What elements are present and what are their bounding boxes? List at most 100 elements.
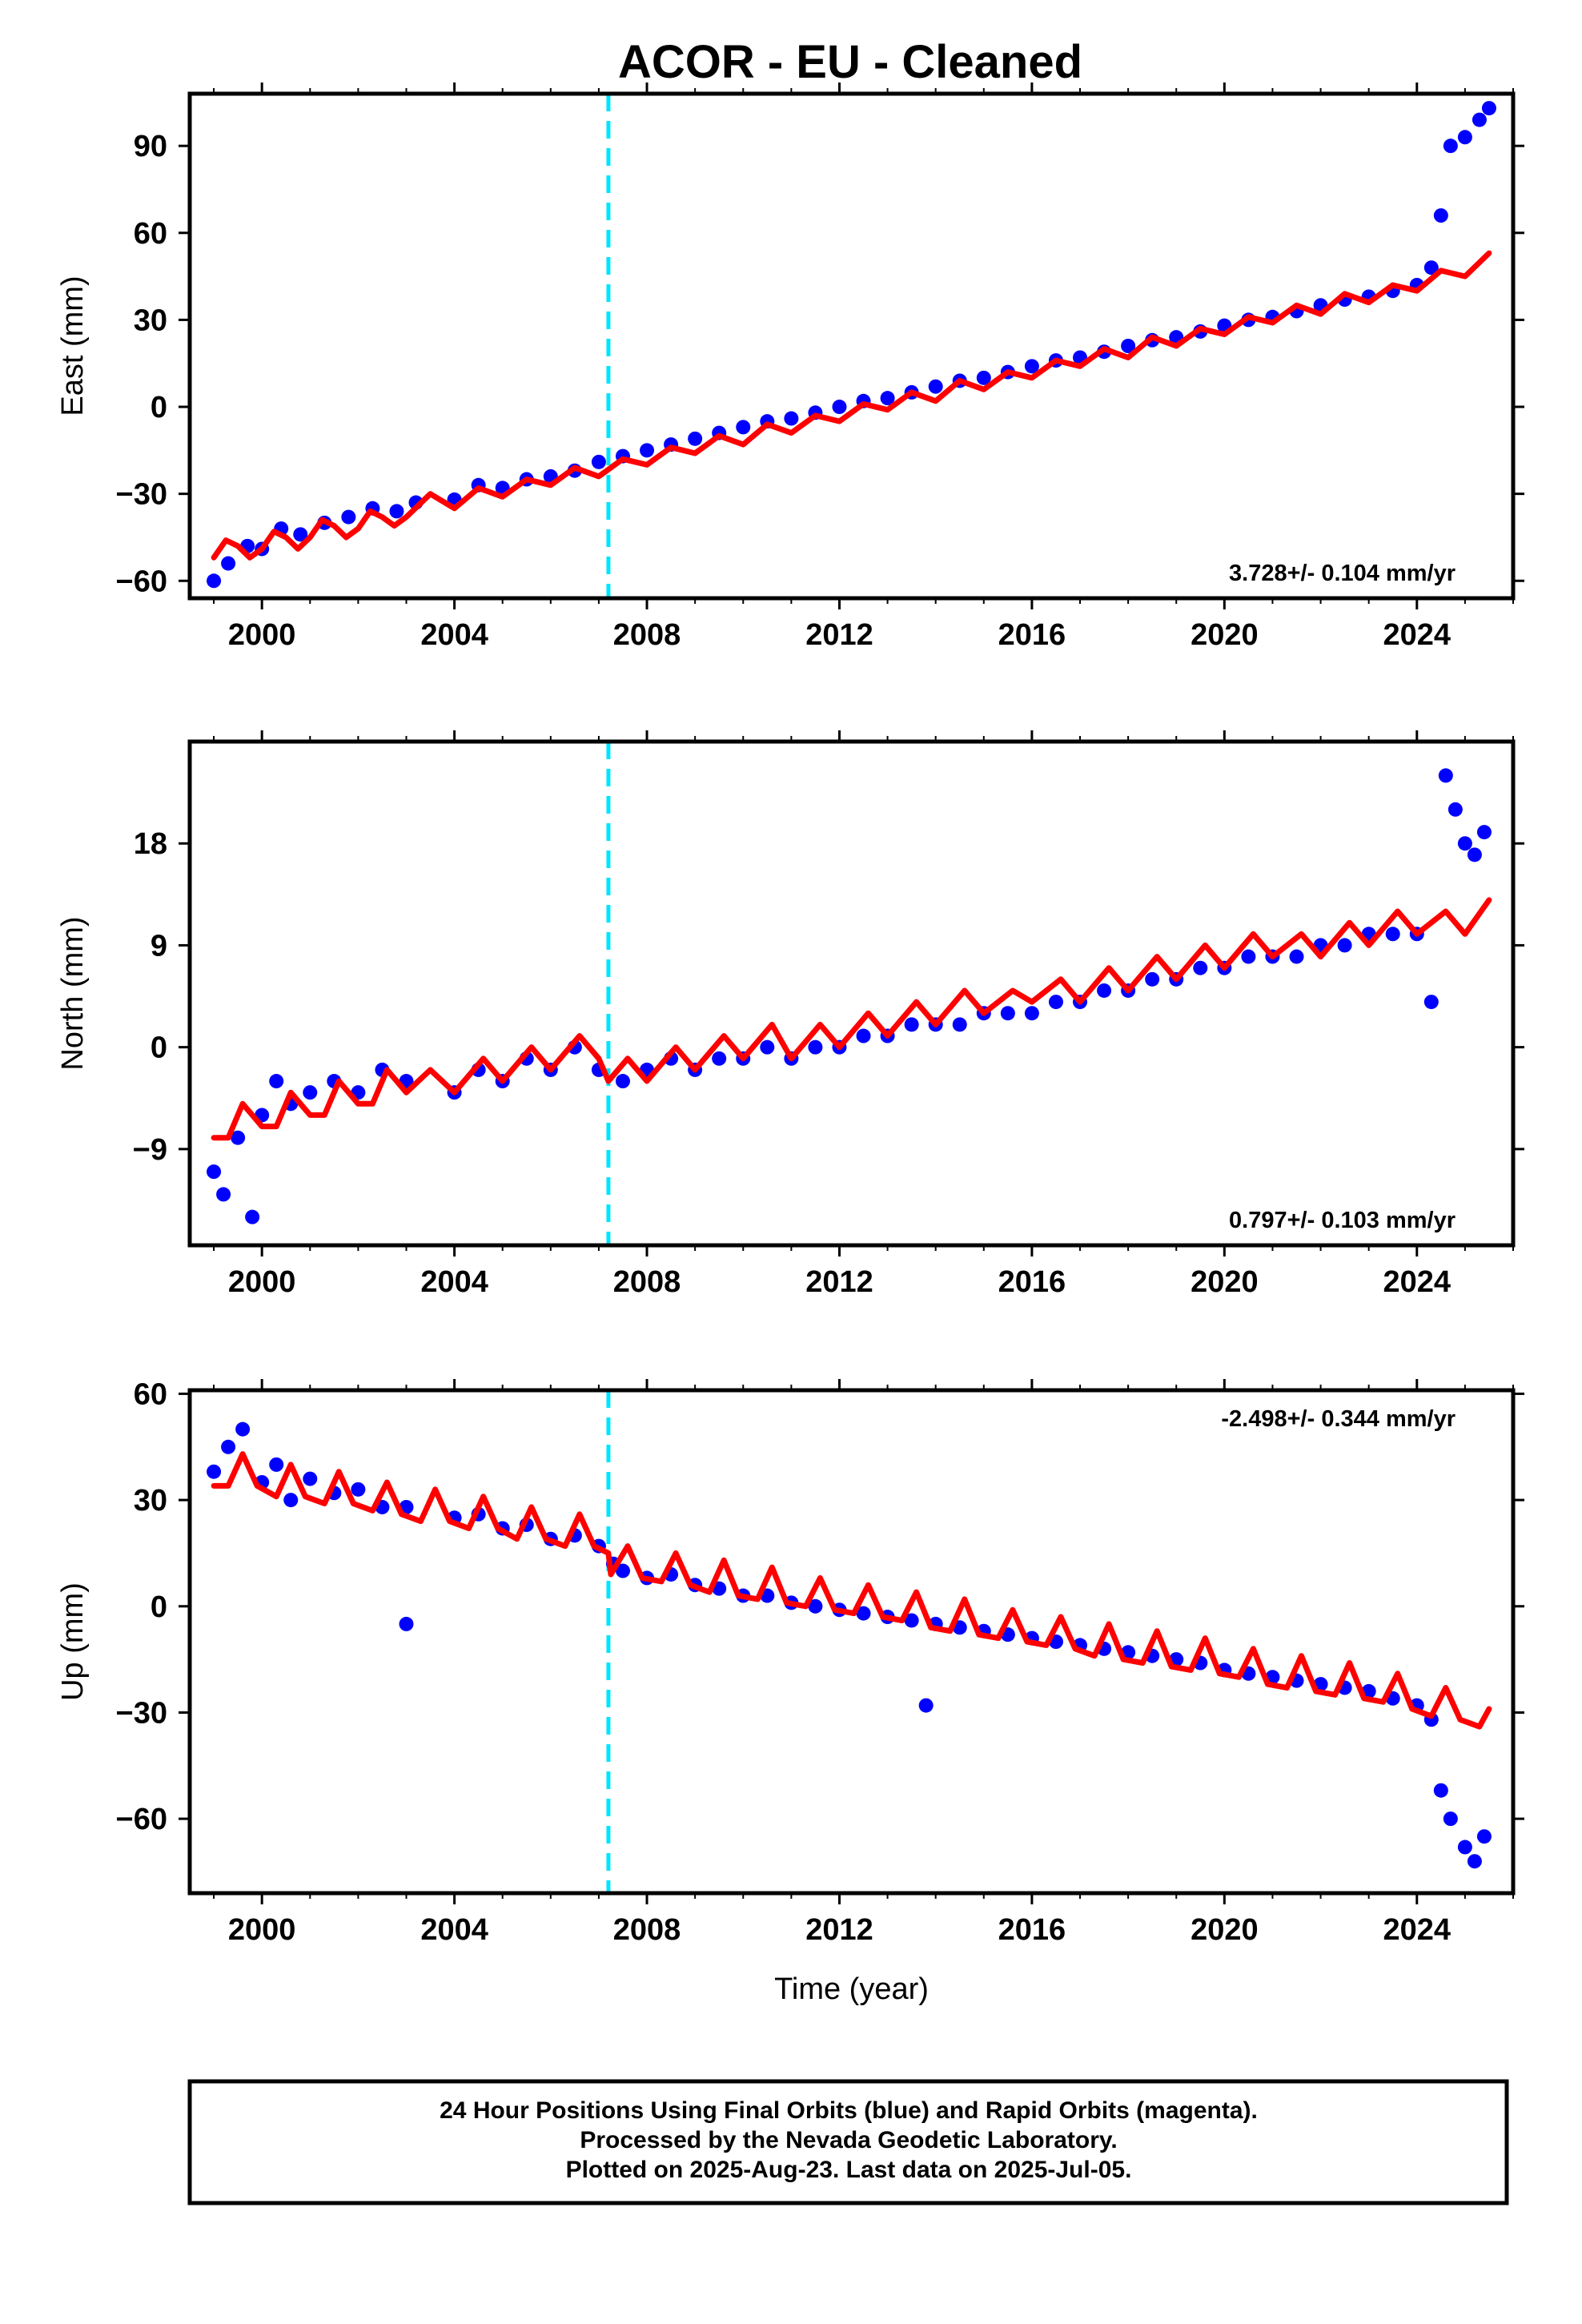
north-y-tick-label: 9 [151, 929, 167, 963]
up-x-tick-label: 2016 [998, 1913, 1066, 1947]
north-data-point-54 [1438, 768, 1453, 783]
up-panel: 2000 2004 2008 2012 2016 2020 2024 −60 −30 0 30 60 U… [56, 1377, 1524, 2006]
east-data-point-53 [1433, 208, 1448, 223]
north-data-point-57 [1467, 847, 1482, 862]
up-data-point-33 [918, 1698, 934, 1713]
chart-title: ACOR - EU - Cleaned [618, 36, 1082, 88]
up-data-point-59 [1467, 1854, 1482, 1869]
east-data-point-54 [1443, 139, 1458, 154]
up-frame [187, 1388, 1516, 1896]
footer-box: 24 Hour Positions Using Final Orbits (bl… [187, 2079, 1509, 2205]
up-data-point-0 [207, 1464, 222, 1479]
up-y-axis-label: Up (mm) [56, 1582, 90, 1701]
up-data-point-20 [615, 1563, 630, 1578]
east-y-tick-label: 60 [134, 217, 167, 251]
up-data-point-28 [808, 1598, 823, 1614]
up-y-tick-label: 60 [134, 1377, 167, 1411]
north-data-point-45 [1241, 949, 1256, 964]
north-data-point-0 [207, 1164, 222, 1180]
east-data-point-19 [640, 443, 655, 458]
up-data-point-1 [221, 1439, 236, 1454]
up-data-point-58 [1457, 1839, 1472, 1855]
up-rate-label: -2.498+/- 0.344 mm/yr [1221, 1406, 1456, 1432]
up-data-point-32 [904, 1613, 919, 1628]
north-data-point-49 [1337, 938, 1352, 953]
north-data-point-27 [808, 1039, 823, 1055]
up-y-tick-label: 30 [134, 1484, 167, 1518]
north-data-point-36 [1024, 1006, 1039, 1021]
north-x-tick-label: 2024 [1383, 1265, 1452, 1299]
east-model-line [211, 250, 1492, 561]
north-y-tick-label: 0 [151, 1031, 167, 1065]
up-y-tick-label: −30 [116, 1696, 167, 1730]
footer-frame [187, 2079, 1509, 2205]
east-data-point-25 [784, 411, 799, 426]
east-data-point-31 [928, 379, 943, 394]
north-x-tick-label: 2012 [805, 1265, 873, 1299]
north-data-point-51 [1385, 927, 1400, 942]
north-data-point-1 [216, 1187, 231, 1202]
east-data-point-39 [1121, 339, 1136, 353]
north-x-tick-label: 2016 [998, 1265, 1066, 1299]
north-data-point-43 [1193, 960, 1208, 975]
east-data-point-27 [832, 400, 847, 415]
east-data-point-7 [341, 509, 356, 525]
up-y-tick-label: −60 [116, 1803, 167, 1836]
up-data-point-57 [1443, 1811, 1458, 1827]
north-data-point-19 [615, 1074, 630, 1089]
east-x-tick-label: 2008 [613, 618, 681, 652]
east-rate-label: 3.728+/- 0.104 mm/yr [1229, 561, 1456, 586]
north-data-point-31 [904, 1017, 919, 1032]
east-y-tick-label: −60 [116, 565, 167, 598]
east-x-tick-label: 2020 [1191, 618, 1259, 652]
up-data-point-8 [351, 1482, 366, 1497]
up-data-point-60 [1476, 1829, 1492, 1844]
north-data-point-25 [760, 1039, 775, 1055]
east-data-point-1 [221, 556, 236, 571]
east-data-point-23 [736, 420, 751, 435]
north-frame [187, 739, 1516, 1248]
east-data-point-5 [293, 527, 308, 542]
east-y-tick-label: 90 [134, 130, 167, 163]
north-data-point-5 [269, 1074, 284, 1089]
up-x-axis-label: Time (year) [774, 1972, 929, 2006]
up-data-point-56 [1433, 1783, 1448, 1798]
east-data-point-29 [880, 391, 895, 406]
north-data-point-55 [1447, 802, 1463, 817]
east-data-point-57 [1481, 101, 1496, 116]
north-data-point-37 [1048, 995, 1063, 1010]
east-data-point-33 [976, 370, 991, 385]
up-model-line [211, 1451, 1492, 1730]
panels: 2000 2004 2008 2012 2016 2020 2024 −60 −30 0 30 60 9… [56, 82, 1524, 2006]
up-x-tick-label: 2008 [613, 1913, 681, 1947]
north-data-point-47 [1289, 949, 1304, 964]
east-data-point-21 [688, 431, 703, 446]
east-panel: 2000 2004 2008 2012 2016 2020 2024 −60 −30 0 30 60 9… [56, 82, 1524, 652]
east-y-axis-label: East (mm) [56, 275, 90, 416]
north-data-point-56 [1457, 836, 1472, 851]
north-plot-area [207, 768, 1492, 1224]
east-data-point-0 [207, 573, 222, 589]
up-data-point-11 [399, 1616, 414, 1631]
east-data-point-9 [389, 504, 404, 519]
up-y-tick-label: 0 [151, 1590, 167, 1624]
north-x-tick-label: 2020 [1191, 1265, 1259, 1299]
north-x-tick-label: 2008 [613, 1265, 681, 1299]
east-frame [187, 91, 1516, 601]
north-y-tick-label: 18 [134, 827, 167, 861]
east-y-tick-label: −30 [116, 478, 167, 512]
east-y-tick-label: 30 [134, 304, 167, 337]
east-data-point-52 [1423, 260, 1439, 275]
up-x-tick-label: 2020 [1191, 1913, 1259, 1947]
footer-line-2: Processed by the Nevada Geodetic Laborat… [580, 2127, 1117, 2153]
north-model-line [211, 897, 1492, 1141]
north-data-point-41 [1145, 971, 1160, 987]
up-plot-area [207, 1421, 1492, 1869]
east-x-tick-label: 2024 [1383, 618, 1452, 652]
east-data-point-56 [1472, 112, 1487, 127]
footer-line-3: Plotted on 2025-Aug-23. Last data on 202… [566, 2157, 1132, 2183]
footer-line-1: 24 Hour Positions Using Final Orbits (bl… [440, 2097, 1258, 2124]
up-x-tick-label: 2024 [1383, 1913, 1452, 1947]
north-data-point-58 [1476, 825, 1492, 840]
